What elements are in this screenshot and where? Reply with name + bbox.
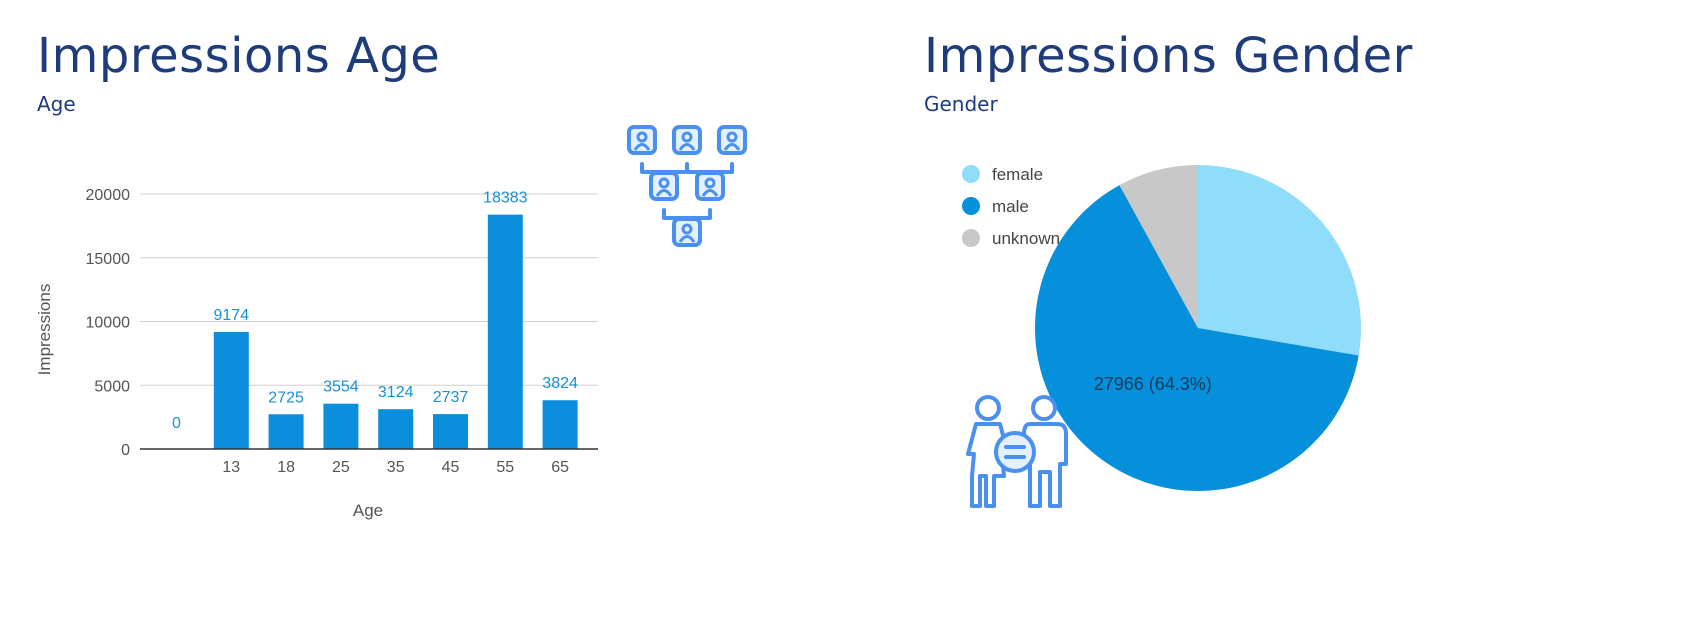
bar-value-label: 0 xyxy=(172,415,181,432)
pie-slice-label: 27966 (64.3%) xyxy=(1094,374,1212,394)
legend-swatch xyxy=(962,197,980,215)
pie-slice-unknown xyxy=(1119,165,1198,328)
legend-swatch xyxy=(962,229,980,247)
gender-pie-chart: female male unknown 27966 (64.3%) xyxy=(962,165,1361,491)
y-tick-label: 15000 xyxy=(86,251,131,268)
bar-value-label: 3824 xyxy=(542,375,578,392)
bar-series xyxy=(213,214,578,449)
age-chart-subtitle: Age xyxy=(37,92,76,116)
bar xyxy=(433,414,468,449)
bar-x-tick-labels: 13 18 25 35 45 55 65 xyxy=(222,459,569,476)
gender-panel: Impressions Gender Gender female male unkn… xyxy=(900,0,1708,624)
y-tick-label: 5000 xyxy=(94,378,130,395)
gender-chart-title: Impressions Gender xyxy=(924,28,1413,84)
pie-slice-labels: 27966 (64.3%) xyxy=(1094,374,1212,394)
x-tick-label: 13 xyxy=(222,459,240,476)
org-chart-icon xyxy=(627,125,747,247)
bar-value-label: 18383 xyxy=(483,190,528,207)
bar xyxy=(487,214,523,449)
bar-data-labels: 0 9174 2725 3554 3124 2737 18383 3824 xyxy=(172,190,578,432)
bar-y-axis-label: Impressions xyxy=(35,284,54,376)
pie-slice-male xyxy=(1035,185,1359,491)
bar xyxy=(542,400,578,449)
bar xyxy=(378,409,414,449)
age-bar-chart: 0 5000 10000 15000 20000 0 9174 2725 3554 3124 27… xyxy=(35,187,598,520)
bar-gridlines xyxy=(140,193,598,386)
legend-label: female xyxy=(992,165,1043,184)
pie-legend: female male unknown xyxy=(962,165,1060,248)
bar-value-label: 2737 xyxy=(433,389,469,406)
x-tick-label: 45 xyxy=(442,459,460,476)
bar-x-axis-label: Age xyxy=(353,501,383,520)
bar-value-label: 9174 xyxy=(214,307,250,324)
gender-chart-subtitle: Gender xyxy=(924,92,998,116)
pie-slices xyxy=(1035,165,1361,491)
gender-equality-icon xyxy=(966,395,1068,508)
legend-label: male xyxy=(992,197,1029,216)
y-tick-label: 20000 xyxy=(86,187,131,204)
x-tick-label: 65 xyxy=(551,459,569,476)
bar-value-label: 3554 xyxy=(323,379,359,396)
bar-y-tick-labels: 0 5000 10000 15000 20000 xyxy=(86,187,131,459)
bar-value-label: 3124 xyxy=(378,384,414,401)
bar xyxy=(268,414,304,449)
bar xyxy=(213,332,249,449)
bar xyxy=(323,403,359,449)
y-tick-label: 0 xyxy=(121,442,130,459)
x-tick-label: 35 xyxy=(387,459,405,476)
legend-swatch xyxy=(962,165,980,183)
legend-label: unknown xyxy=(992,229,1060,248)
y-tick-label: 10000 xyxy=(86,315,131,332)
pie-slice-female xyxy=(1198,165,1361,356)
x-tick-label: 18 xyxy=(277,459,295,476)
bar-value-label: 2725 xyxy=(268,389,304,406)
age-panel: Impressions Age Age 0 5000 10000 15000 20000… xyxy=(35,28,747,520)
x-tick-label: 55 xyxy=(496,459,514,476)
age-chart-title: Impressions Age xyxy=(37,28,441,84)
x-tick-label: 25 xyxy=(332,459,350,476)
